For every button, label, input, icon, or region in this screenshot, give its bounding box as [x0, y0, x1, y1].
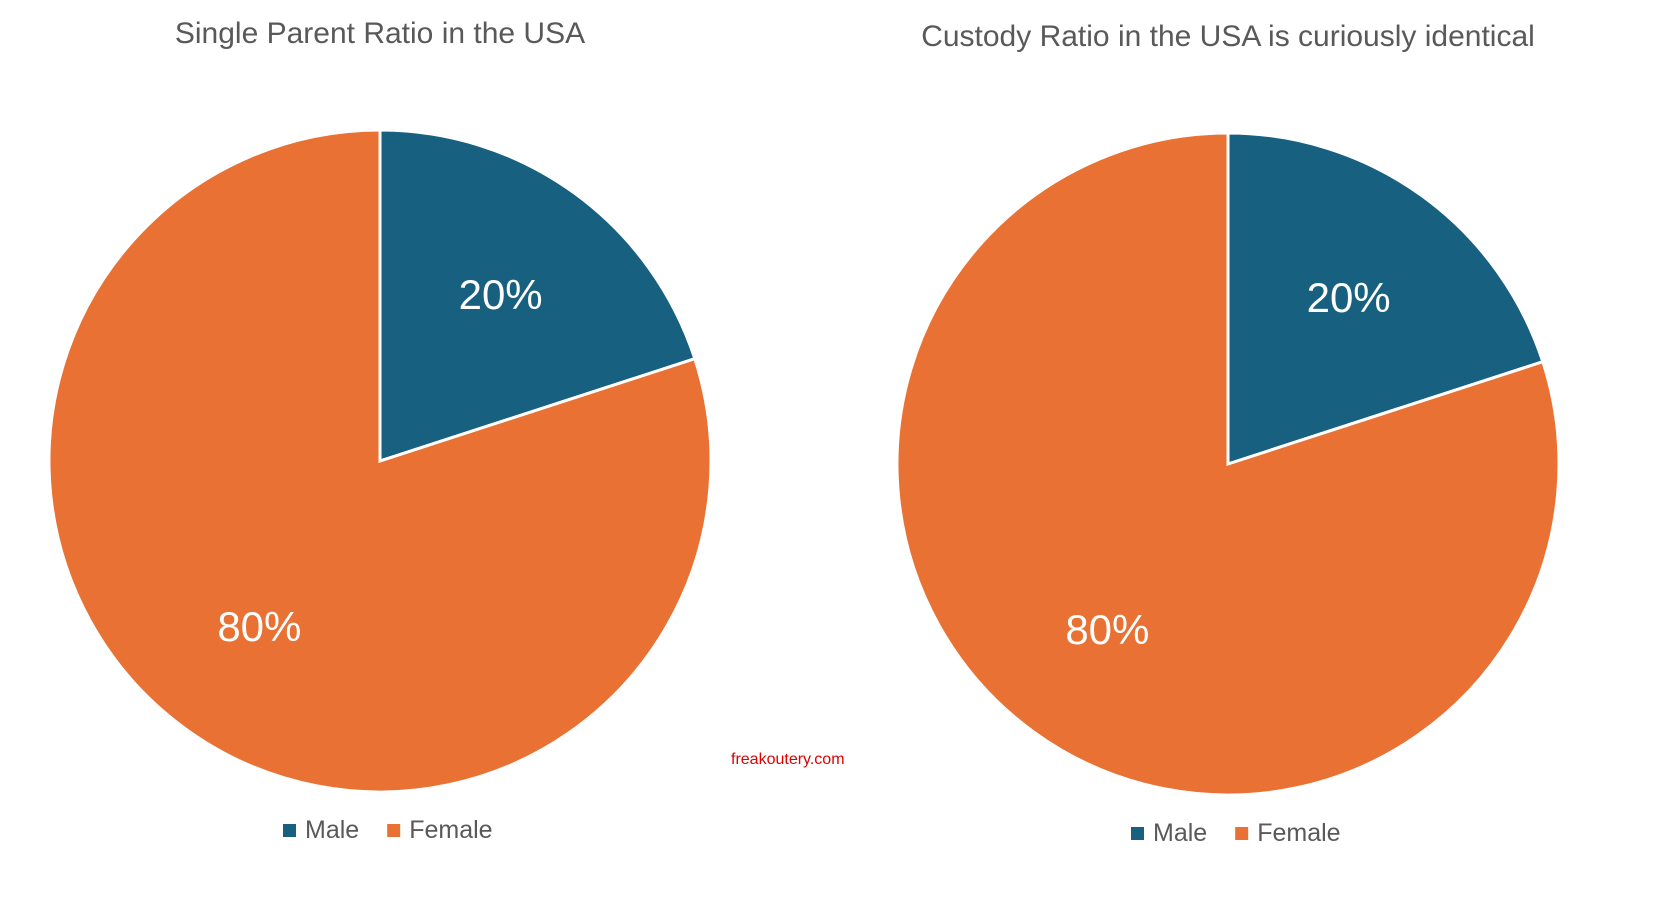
legend-label-female: Female: [1257, 819, 1340, 847]
legend-swatch-female: [1235, 827, 1249, 840]
data-label-male: 20%: [459, 271, 543, 318]
chart-title: Single Parent Ratio in the USA: [175, 17, 585, 50]
pie-data-labels: 20% 80%: [1065, 274, 1390, 653]
legend-swatch-male: [283, 824, 296, 837]
pie-data-labels: 20% 80%: [217, 271, 542, 650]
legend: Male Female: [1131, 819, 1341, 847]
legend-swatch-female: [387, 824, 401, 837]
watermark-text: freakoutery.com: [731, 751, 845, 768]
pie-slice-female: [895, 131, 1561, 797]
legend-label-male: Male: [1153, 819, 1207, 847]
legend-swatch-male: [1131, 827, 1144, 840]
pie-slices: [895, 131, 1561, 797]
pie-slice-male: [1226, 131, 1545, 467]
data-label-male: 20%: [1307, 274, 1391, 321]
pie-slices: [47, 128, 713, 794]
legend-label-male: Male: [305, 816, 359, 844]
pie-slice-male: [378, 128, 697, 464]
chart-title: Custody Ratio in the USA is curiously id…: [921, 20, 1535, 53]
chart-custody-ratio: Custody Ratio in the USA is curiously id…: [895, 20, 1561, 847]
data-label-female: 80%: [1065, 606, 1149, 653]
data-label-female: 80%: [217, 603, 301, 650]
legend-label-female: Female: [409, 816, 492, 844]
legend: Male Female: [283, 816, 493, 844]
chart-single-parent-ratio: Single Parent Ratio in the USA 20% 80% Ma…: [47, 17, 713, 844]
pie-slice-female: [47, 128, 713, 794]
